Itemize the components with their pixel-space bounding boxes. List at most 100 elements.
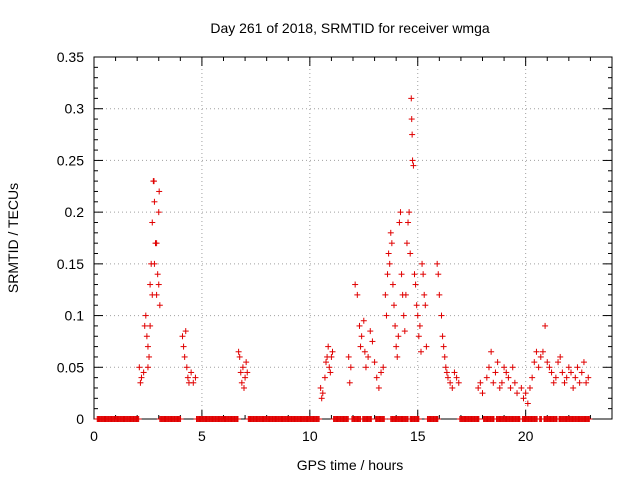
data-point [388, 240, 395, 247]
data-point [373, 374, 380, 381]
data-point [138, 374, 145, 381]
data-point [586, 416, 593, 422]
data-point [394, 353, 401, 360]
y-axis: 0 0.05 0.1 0.15 0.2 0.25 0.3 0.35 [57, 49, 612, 427]
data-point [546, 364, 553, 371]
data-point [378, 369, 385, 376]
data-point [559, 369, 566, 376]
data-point [144, 343, 151, 350]
data-point [156, 188, 163, 195]
data-point [405, 219, 412, 226]
data-point [316, 416, 323, 422]
data-point [137, 379, 144, 386]
data-point [236, 353, 243, 360]
data-point [488, 348, 495, 355]
data-point [391, 302, 398, 309]
data-point [360, 317, 367, 324]
data-point [455, 379, 462, 386]
data-point [155, 281, 162, 288]
data-point [578, 369, 585, 376]
data-point [361, 348, 368, 355]
data-point [239, 364, 246, 371]
data-point [356, 322, 363, 329]
data-point [392, 322, 399, 329]
data-point [417, 348, 424, 355]
data-point [501, 364, 508, 371]
data-point [438, 312, 445, 319]
data-point [505, 374, 512, 381]
data-point [552, 374, 559, 381]
data-point [415, 416, 422, 422]
data-point [243, 359, 250, 366]
data-point [479, 390, 486, 397]
data-point [422, 302, 429, 309]
data-point [449, 384, 456, 391]
data-point [443, 369, 450, 376]
data-point [180, 343, 187, 350]
data-point [387, 229, 394, 236]
data-point [151, 178, 158, 185]
data-point [328, 353, 335, 360]
data-point [585, 374, 592, 381]
data-point [529, 374, 536, 381]
data-point [537, 353, 544, 360]
data-point [503, 369, 510, 376]
data-point [421, 291, 428, 298]
data-point [384, 271, 391, 278]
data-point [403, 240, 410, 247]
data-point [565, 364, 572, 371]
data-point [188, 369, 195, 376]
x-axis: 0 5 10 15 20 [90, 57, 591, 444]
data-point [442, 364, 449, 371]
data-point [406, 209, 413, 216]
y-tick-label: 0.1 [65, 308, 85, 324]
data-point [141, 322, 148, 329]
data-point [380, 364, 387, 371]
data-point [576, 379, 583, 386]
data-point [509, 364, 516, 371]
data-point [143, 333, 150, 340]
y-axis-label: SRMTID / TECUs [5, 183, 21, 293]
data-point [439, 333, 446, 340]
data-point [347, 364, 354, 371]
data-point [563, 374, 570, 381]
data-point [483, 374, 490, 381]
data-point [395, 333, 402, 340]
data-point [447, 379, 454, 386]
data-point [408, 95, 415, 102]
data-point [441, 353, 448, 360]
y-tick-label: 0.15 [57, 256, 84, 272]
data-point [544, 359, 551, 366]
data-point [135, 416, 142, 422]
data-point [183, 364, 190, 371]
data-point [329, 348, 336, 355]
data-point [371, 359, 378, 366]
data-point [412, 281, 419, 288]
data-point [580, 359, 587, 366]
y-tick-label: 0 [76, 411, 84, 427]
data-point [410, 162, 417, 169]
data-point [321, 374, 328, 381]
data-point [181, 353, 188, 360]
data-point [583, 379, 590, 386]
data-point [237, 369, 244, 376]
y-tick-label: 0.25 [57, 152, 84, 168]
data-point [177, 416, 184, 422]
data-point [369, 338, 376, 345]
data-point [149, 291, 156, 298]
data-point [434, 416, 441, 422]
data-point [407, 250, 414, 257]
data-point [144, 364, 151, 371]
data-point [507, 384, 514, 391]
data-point [475, 384, 482, 391]
data-marks [94, 95, 593, 422]
y-tick-label: 0.35 [57, 49, 84, 65]
data-point [358, 333, 365, 340]
data-point [190, 379, 197, 386]
data-point [326, 364, 333, 371]
data-point [389, 281, 396, 288]
data-point [318, 395, 325, 402]
data-point [409, 131, 416, 138]
data-point [325, 343, 332, 350]
